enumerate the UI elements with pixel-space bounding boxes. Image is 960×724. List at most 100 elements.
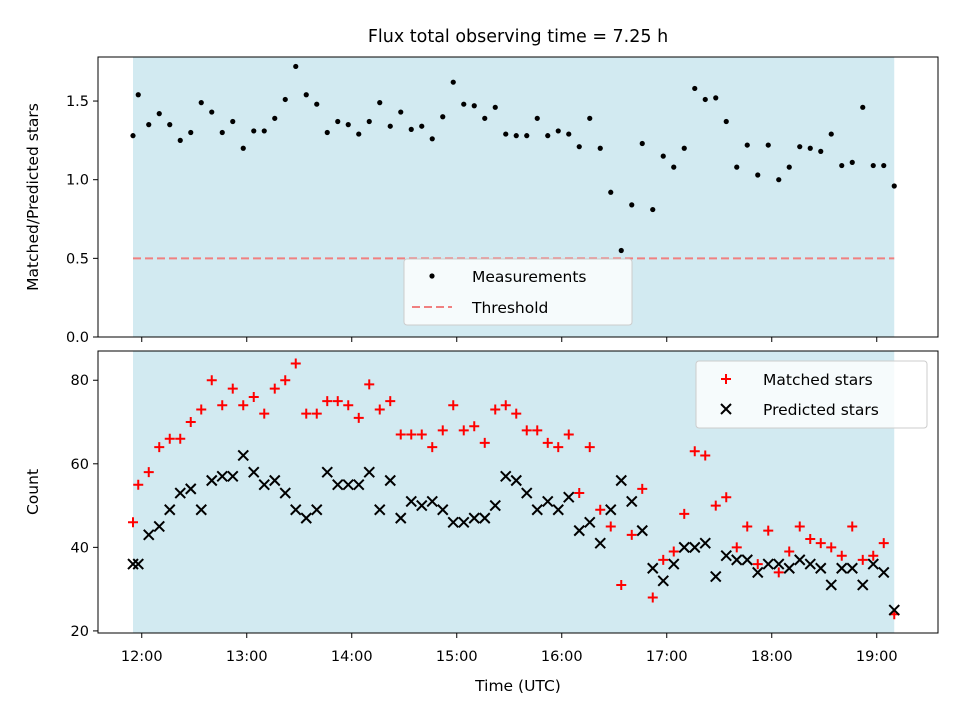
data-point — [860, 104, 866, 110]
data-point — [363, 466, 375, 478]
data-point — [300, 512, 312, 524]
data-point — [353, 412, 364, 423]
data-point — [678, 541, 690, 554]
data-point — [332, 478, 344, 491]
data-point — [618, 247, 624, 254]
data-point — [185, 417, 196, 428]
top-ratio-panel: 0.0 0.5 1.0 1.5 Matched/Predicted stars Flux … — [24, 27, 939, 346]
data-point — [384, 474, 396, 487]
data-point — [461, 101, 467, 107]
data-point — [503, 131, 509, 137]
data-point — [238, 400, 249, 411]
data-point — [699, 537, 711, 549]
data-point — [713, 95, 719, 101]
legend-box — [695, 360, 928, 429]
data-point — [343, 400, 354, 411]
data-point — [552, 504, 564, 516]
data-point — [720, 550, 732, 562]
data-point — [818, 148, 824, 154]
data-point — [797, 144, 803, 150]
data-point — [521, 487, 533, 499]
data-point — [279, 487, 291, 499]
data-point — [587, 115, 593, 121]
data-point — [154, 442, 165, 453]
data-point — [615, 474, 627, 487]
data-point — [870, 162, 876, 169]
data-point — [605, 521, 616, 532]
data-point — [574, 488, 585, 499]
data-point — [353, 478, 365, 491]
data-point — [878, 566, 890, 579]
data-point — [395, 429, 406, 440]
data-point — [741, 554, 753, 566]
data-point — [303, 92, 309, 98]
data-point — [744, 142, 750, 148]
data-point — [156, 111, 162, 117]
data-point — [524, 133, 530, 139]
data-point — [815, 562, 827, 574]
data-point — [177, 137, 183, 143]
data-point — [553, 442, 564, 453]
data-point — [847, 521, 858, 532]
data-point — [227, 470, 239, 483]
data-point — [128, 517, 138, 528]
x-axis-label: Time (UTC) — [474, 677, 561, 695]
data-point — [657, 575, 669, 587]
data-point — [734, 164, 740, 170]
data-point — [290, 504, 302, 516]
data-point — [468, 512, 480, 524]
legend-marker-measurements — [429, 273, 435, 279]
data-point — [710, 500, 721, 511]
data-point — [290, 358, 301, 369]
data-point — [416, 429, 427, 440]
data-point — [269, 383, 280, 394]
x-tick-label: 17:00 — [646, 649, 688, 665]
data-point — [342, 478, 354, 491]
data-point — [398, 109, 404, 115]
data-point — [269, 474, 281, 487]
data-point — [206, 375, 217, 386]
data-point — [198, 100, 204, 106]
data-point — [258, 478, 270, 491]
data-point — [251, 128, 257, 134]
data-point — [185, 483, 197, 495]
data-point — [314, 101, 320, 107]
data-point — [216, 470, 228, 483]
data-point — [531, 504, 543, 516]
data-point — [532, 425, 543, 436]
data-point — [563, 491, 575, 503]
data-point — [626, 529, 637, 540]
data-point — [566, 131, 572, 137]
data-point — [815, 538, 826, 549]
axes-frame — [97, 350, 939, 634]
data-point — [637, 483, 648, 494]
x-tick-label: 19:00 — [856, 649, 898, 665]
data-point — [794, 554, 806, 566]
data-point — [458, 516, 470, 528]
data-point — [573, 524, 585, 537]
data-point — [227, 383, 238, 394]
data-point — [240, 145, 246, 151]
y-tick-label: 1.0 — [66, 173, 89, 189]
data-point — [888, 604, 900, 616]
data-point — [259, 408, 270, 419]
data-point — [595, 504, 606, 515]
data-point — [130, 133, 136, 139]
data-point — [364, 379, 375, 390]
data-point — [542, 495, 554, 508]
data-point — [311, 504, 323, 516]
data-point — [679, 508, 690, 519]
data-point — [167, 122, 173, 128]
data-point — [482, 115, 488, 121]
data-point — [689, 541, 701, 554]
data-point — [324, 129, 330, 136]
data-point — [335, 118, 341, 125]
data-point — [846, 562, 858, 574]
data-point — [261, 128, 267, 134]
data-point — [450, 79, 456, 85]
data-point — [542, 437, 553, 448]
x-tick-label: 15:00 — [436, 649, 478, 665]
data-point — [534, 115, 540, 121]
data-point — [849, 159, 855, 165]
data-point — [765, 142, 771, 148]
